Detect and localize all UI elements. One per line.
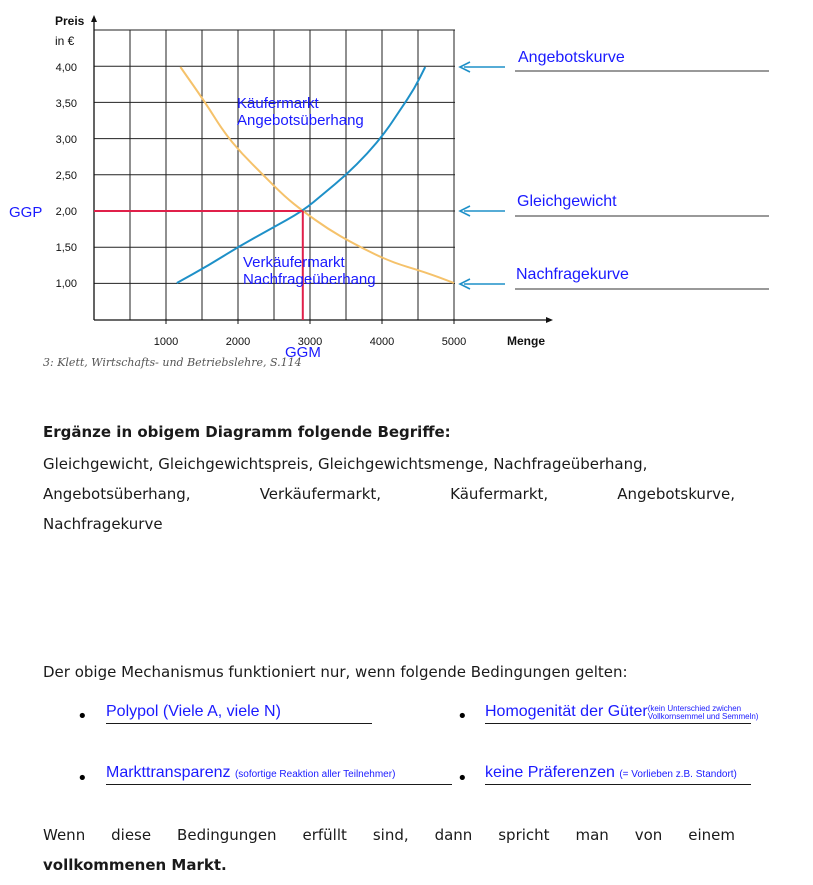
conditions-intro: Der obige Mechanismus funktioniert nur, … [43,663,628,681]
task-heading: Ergänze in obigem Diagramm folgende Begr… [43,423,451,441]
word: einem [688,826,735,844]
conclusion-line-1: Wenn diese Bedingungen erfüllt sind, dan… [43,826,735,844]
condition-praeferenzen-note: (= Vorlieben z.B. Standort) [619,769,737,780]
word: sind, [372,826,409,844]
condition-homogenitaet-note: (kein Unterschied zwichen Vollkornsemmel … [648,705,759,721]
task-line-2: Angebotsüberhang, Verkäufermarkt, Käufer… [43,479,735,509]
y-axis-unit: in € [55,34,75,48]
y-tick-label: 2,00 [56,206,77,218]
y-tick-label: 2,50 [56,170,77,182]
y-axis-title: Preis [55,14,85,28]
y-tick-label: 3,00 [56,134,77,146]
right-label-gleichgewicht: Gleichgewicht [517,193,617,210]
term-verkaeufermarkt: Verkäufermarkt, [259,485,382,503]
task-line-1: Gleichgewicht, Gleichgewichtspreis, Glei… [43,455,648,473]
x-tick-label: 1000 [154,336,178,348]
ggp-label: GGP [9,204,43,221]
condition-markttransparenz: Markttransparenz (sofortige Reaktion all… [106,764,452,785]
note-line-1: (kein Unterschied zwichen [647,704,742,713]
market-chart: 1000 2000 3000 4000 5000 1,00 1,50 2,00 2,50 3,00… [55,14,769,348]
y-tick-label: 1,50 [56,242,77,254]
word: diese [111,826,152,844]
right-label-nachfragekurve: Nachfragekurve [516,266,629,283]
condition-praeferenzen-text: keine Präferenzen [485,764,615,781]
note-line-2: Vollkornsemmel und Semmeln) [647,712,759,721]
x-tick-label: 4000 [370,336,394,348]
condition-polypol-text: Polypol (Viele A, viele N) [106,703,281,720]
verkaeufermarkt-label: Verkäufermarkt [243,254,345,271]
word: Bedingungen [177,826,277,844]
arrow-left-icon [458,205,471,217]
angebotsueberhang-label: Angebotsüberhang [237,112,364,129]
x-tick-label: 5000 [442,336,466,348]
word: man [575,826,609,844]
supply-curve [176,66,427,284]
condition-markttransparenz-text: Markttransparenz [106,764,231,781]
term-kaeufermarkt: Käufermarkt, [450,485,549,503]
bullet-icon: • [77,706,88,727]
condition-homogenitaet: Homogenität der Güter(kein Unterschied z… [485,703,758,724]
y-axis-arrow-icon [91,15,97,22]
nachfrageueberhang-label: Nachfrageüberhang [243,271,376,288]
x-axis-title: Menge [507,334,545,348]
bullet-icon: • [457,768,468,789]
task-line-3: Nachfragekurve [43,515,163,533]
condition-markttransparenz-note: (sofortige Reaktion aller Teilnehmer) [234,769,396,780]
word: dann [434,826,473,844]
kaeufermarkt-label: Käufermarkt [237,95,319,112]
bullet-icon: • [457,706,468,727]
word: erfüllt [302,826,347,844]
x-axis-arrow-icon [546,317,553,323]
y-tick-label: 3,50 [56,98,77,110]
x-tick-label: 2000 [226,336,250,348]
x-tick-label: 3000 [298,336,322,348]
arrow-left-icon [458,61,471,73]
y-tick-label: 1,00 [56,278,77,290]
condition-praeferenzen: keine Präferenzen (= Vorlieben z.B. Stan… [485,764,751,785]
word: spricht [498,826,550,844]
word: von [634,826,663,844]
condition-polypol: Polypol (Viele A, viele N) [106,703,372,724]
right-label-angebotskurve: Angebotskurve [518,49,625,66]
term-angebotsueberhang: Angebotsüberhang, [43,485,191,503]
arrow-left-icon [458,278,471,290]
condition-homogenitaet-text: Homogenität der Güter [485,703,648,720]
ggm-label: GGM [285,344,321,361]
source-citation: 3: Klett, Wirtschafts- und Betriebslehre… [43,356,302,369]
y-tick-label: 4,00 [56,62,77,74]
term-angebotskurve: Angebotskurve, [617,485,735,503]
conclusion-bold: vollkommenen Markt. [43,856,227,874]
word: Wenn [43,826,86,844]
bullet-icon: • [77,768,88,789]
demand-curve [179,66,455,284]
